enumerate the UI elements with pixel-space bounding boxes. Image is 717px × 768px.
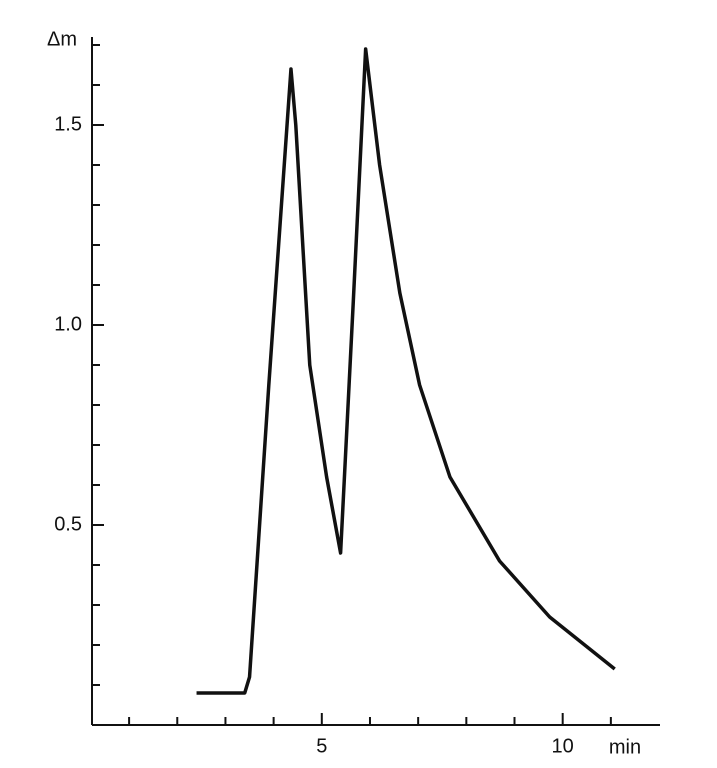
y-tick-label: 1.5 xyxy=(54,113,82,135)
y-tick-label: 1.0 xyxy=(54,313,82,335)
y-tick-label: 0.5 xyxy=(54,513,82,535)
x-axis-label: min xyxy=(609,736,641,758)
data-line xyxy=(196,47,616,695)
x-tick-label: 5 xyxy=(316,735,327,757)
x-tick-label: 10 xyxy=(552,735,574,757)
y-axis-label: Δm xyxy=(47,28,77,50)
